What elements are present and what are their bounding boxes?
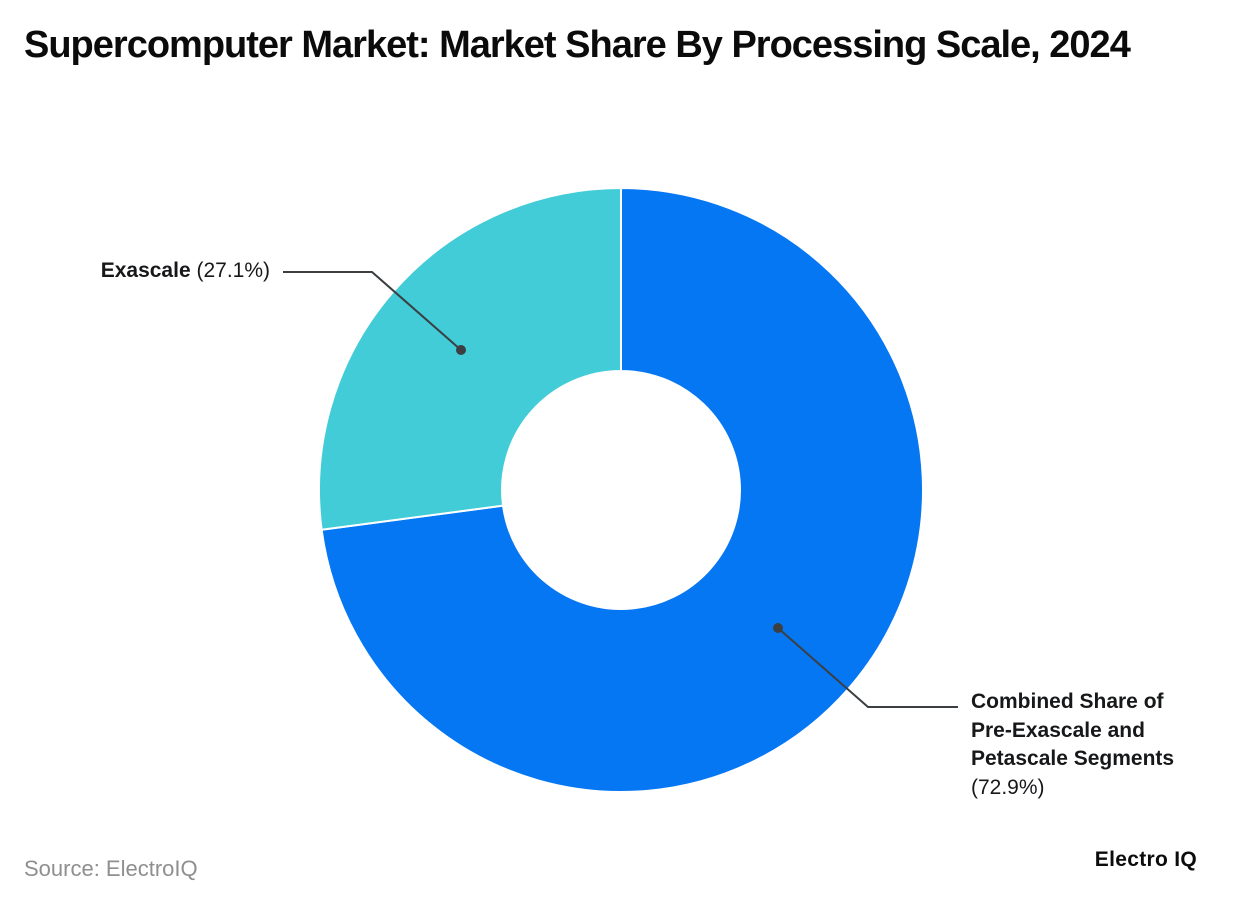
leader-dot-combined (773, 623, 783, 633)
callout-combined-line2: Pre-Exascale and (971, 718, 1145, 742)
callout-exascale: Exascale (27.1%) (0, 257, 270, 285)
donut-slices (318, 187, 925, 793)
leader-dot-exascale (456, 345, 466, 355)
brand-logo: Electro IQ (1094, 848, 1197, 871)
callout-exascale-name: Exascale (100, 259, 191, 282)
source-label: Source: ElectroIQ (24, 856, 198, 881)
leader-lines (283, 271, 958, 708)
callout-combined-value: (72.9%) (971, 775, 1045, 799)
donut-slice-exascale (318, 187, 622, 531)
donut-slice-combined (320, 187, 925, 793)
callout-combined: Combined Share of Pre-Exascale and Petas… (971, 688, 1221, 802)
callout-exascale-value: (27.1%) (196, 259, 270, 282)
callout-combined-line1: Combined Share of (971, 690, 1164, 713)
chart-title: Supercomputer Market: Market Share By Pr… (24, 24, 1131, 66)
leader-line-exascale (283, 271, 462, 351)
leader-line-combined (777, 627, 958, 708)
callout-combined-line3: Petascale Segments (971, 747, 1175, 770)
